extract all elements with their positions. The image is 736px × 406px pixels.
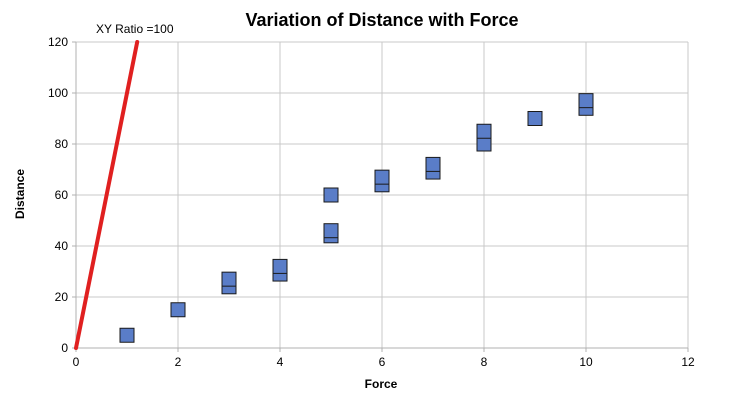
reference-line-label: XY Ratio =100: [96, 22, 174, 36]
chart-title: Variation of Distance with Force: [245, 10, 518, 30]
data-point: [476, 123, 492, 139]
data-point: [221, 271, 237, 287]
data-point: [323, 187, 339, 203]
x-axis-title: Force: [365, 377, 398, 391]
data-point: [425, 156, 441, 172]
y-tick-label: 100: [48, 86, 68, 100]
x-tick-label: 4: [277, 355, 284, 369]
x-tick-label: 8: [481, 355, 488, 369]
data-point: [272, 258, 288, 274]
x-tick-label: 6: [379, 355, 386, 369]
y-tick-label: 20: [55, 290, 69, 304]
y-tick-label: 0: [61, 341, 68, 355]
x-tick-label: 12: [681, 355, 695, 369]
data-point: [323, 223, 339, 239]
y-tick-label: 60: [55, 188, 69, 202]
x-tick-label: 2: [175, 355, 182, 369]
data-point: [476, 136, 492, 152]
y-tick-label: 120: [48, 35, 68, 49]
grid-lines: [76, 41, 689, 348]
data-point: [170, 302, 186, 318]
x-tick-label: 10: [579, 355, 593, 369]
data-point: [374, 169, 390, 185]
y-tick-label: 80: [55, 137, 69, 151]
reference-line-group: [74, 40, 140, 350]
y-axis-title: Distance: [13, 169, 27, 219]
data-point: [578, 93, 594, 109]
x-tick-label: 0: [73, 355, 80, 369]
axes: [72, 41, 689, 352]
data-point: [527, 111, 543, 126]
data-point: [119, 327, 135, 343]
reference-line: [74, 40, 140, 350]
data-points: [119, 93, 594, 343]
y-tick-label: 40: [55, 239, 69, 253]
